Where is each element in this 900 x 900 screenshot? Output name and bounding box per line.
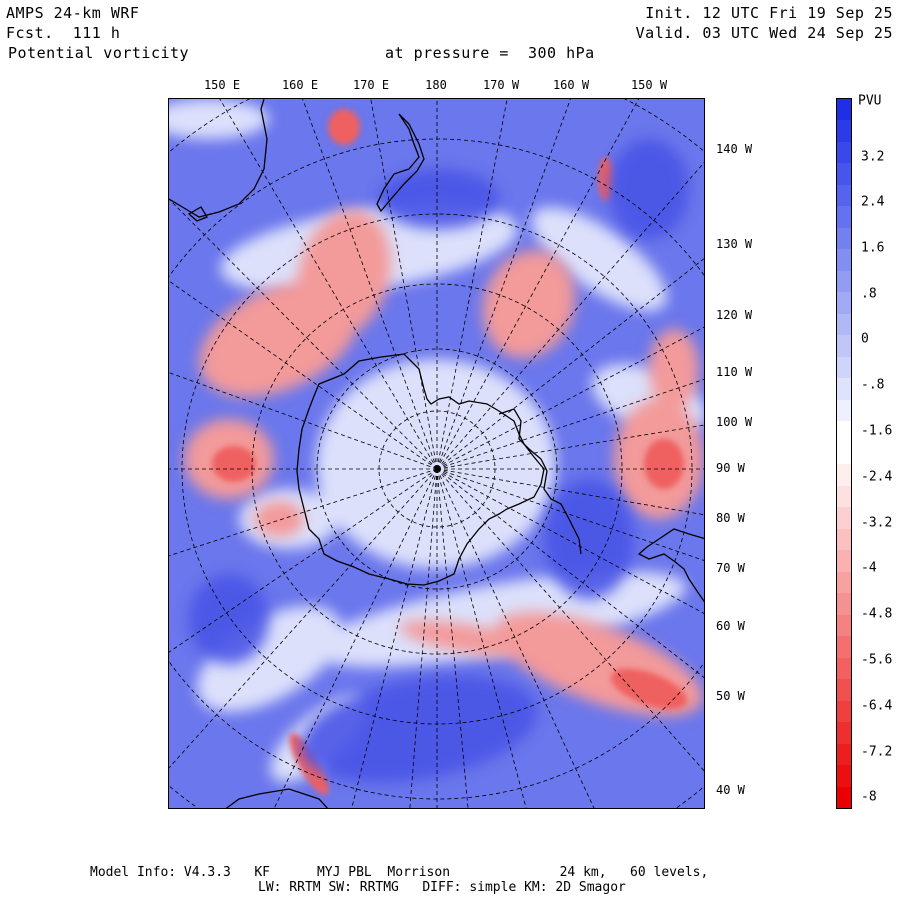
colorbar-label: .8 [861, 286, 877, 302]
australia-coast [169, 99, 268, 218]
colorbar-label: -6.4 [861, 698, 893, 714]
colorbar-swatch [837, 571, 851, 594]
lon-label-right: 60 W [716, 619, 745, 633]
colorbar-swatch [837, 313, 851, 336]
lon-label-right: 130 W [716, 237, 753, 251]
coastlines [169, 99, 704, 808]
model-info-line1: Model Info: V4.3.3 KF MYJ PBL Morrison 2… [90, 865, 709, 880]
lon-label-top: 150 W [630, 78, 668, 92]
colorbar-swatch [837, 679, 851, 702]
colorbar-unit: PVU [858, 93, 882, 109]
colorbar-swatch [837, 765, 851, 787]
colorbar-swatch [837, 722, 851, 745]
colorbar-label: -7.2 [861, 744, 893, 760]
lon-label-right: 90 W [716, 461, 745, 475]
init-time: Init. 12 UTC Fri 19 Sep 25 [645, 4, 893, 22]
colorbar-swatch [837, 507, 851, 530]
lon-label-top: 160 E [281, 78, 319, 92]
colorbar-swatch [837, 593, 851, 616]
tasmania-coast [187, 206, 208, 222]
colorbar-swatch [837, 99, 851, 121]
model-info-line2: LW: RRTM SW: RRTMG DIFF: simple KM: 2D S… [258, 880, 626, 895]
colorbar-swatch [837, 292, 851, 315]
lon-label-right: 140 W [716, 142, 753, 156]
lon-label-top: 170 W [482, 78, 520, 92]
pv-blue-cores [189, 139, 689, 783]
colorbar-label: -5.6 [861, 652, 893, 668]
colorbar-label: -8 [861, 789, 877, 805]
colorbar-swatch [837, 743, 851, 766]
lon-label-right: 50 W [716, 689, 745, 703]
field-name: Potential vorticity [8, 44, 190, 62]
pv-map [168, 98, 705, 809]
meridians [169, 99, 704, 808]
colorbar-swatch [837, 270, 851, 293]
colorbar-swatch [837, 700, 851, 723]
lon-label-right: 110 W [716, 365, 753, 379]
new-zealand-coast [376, 113, 425, 213]
colorbar-swatch [837, 356, 851, 379]
colorbar-swatch [837, 335, 851, 358]
colorbar-swatch [837, 141, 851, 164]
colorbar-swatch [837, 442, 851, 465]
colorbar-swatch [837, 184, 851, 207]
south-africa-coast [225, 788, 329, 808]
colorbar-label: -4 [861, 560, 877, 576]
lon-label-top: 150 E [203, 78, 241, 92]
colorbar-label: -2.4 [861, 469, 893, 485]
pv-strong-red [212, 109, 687, 795]
forecast-hour: Fcst. 111 h [6, 24, 121, 42]
lon-label-right: 40 W [716, 783, 745, 797]
antarctica-coast [296, 353, 545, 586]
model-title: AMPS 24-km WRF [6, 4, 140, 22]
colorbar-swatch [837, 227, 851, 250]
colorbar-swatch [837, 464, 851, 487]
colorbar-label: -4.8 [861, 606, 893, 622]
colorbar-swatch [837, 378, 851, 401]
colorbar-swatch [837, 206, 851, 229]
colorbar-label: 3.2 [861, 149, 885, 165]
colorbar-swatch [837, 485, 851, 508]
colorbar-label: 2.4 [861, 194, 885, 210]
valid-time: Valid. 03 UTC Wed 24 Sep 25 [635, 24, 893, 42]
colorbar-label: -3.2 [861, 515, 893, 531]
lon-label-right: 100 W [716, 415, 753, 429]
colorbar-swatch [837, 550, 851, 573]
lon-label-right: 80 W [716, 511, 745, 525]
lon-label-top: 180 [425, 78, 447, 92]
south-america-coast [637, 528, 704, 603]
colorbar-swatch [837, 421, 851, 444]
lon-label-right: 120 W [716, 308, 753, 322]
peninsula-coast [498, 408, 582, 555]
colorbar-swatch [837, 636, 851, 659]
colorbar-label: -.8 [861, 377, 885, 393]
lon-label-top: 170 E [352, 78, 390, 92]
colorbar [836, 98, 852, 809]
colorbar-swatch [837, 786, 851, 809]
colorbar-swatch [837, 614, 851, 637]
lon-label-top: 160 W [552, 78, 590, 92]
colorbar-swatch [837, 399, 851, 422]
colorbar-label: 1.6 [861, 240, 885, 256]
colorbar-swatch [837, 120, 851, 143]
colorbar-swatch [837, 528, 851, 551]
colorbar-label: 0 [861, 331, 869, 347]
colorbar-label: -1.6 [861, 423, 893, 439]
pressure-level: at pressure = 300 hPa [385, 44, 595, 62]
colorbar-swatch [837, 249, 851, 272]
colorbar-swatch [837, 657, 851, 680]
colorbar-swatch [837, 163, 851, 186]
lon-label-right: 70 W [716, 561, 745, 575]
pv-map-plot [169, 99, 704, 808]
